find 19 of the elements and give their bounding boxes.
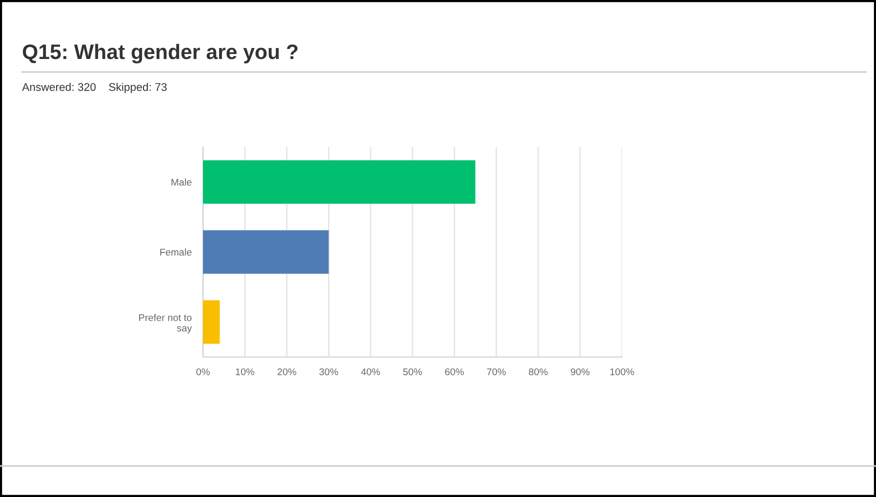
chart-title: Q15: What gender are you ? xyxy=(22,44,298,64)
y-tick-label: Female xyxy=(160,248,192,256)
x-tick-label: 90% xyxy=(570,368,590,376)
x-tick-label: 100% xyxy=(610,368,634,376)
x-tick-label: 30% xyxy=(319,368,338,376)
y-tick-label: Male xyxy=(172,178,192,186)
x-tick-label: 50% xyxy=(403,368,422,376)
bar xyxy=(203,160,476,204)
x-tick-label: 60% xyxy=(445,368,464,376)
x-tick-label: 20% xyxy=(278,368,296,376)
x-tick-label: 70% xyxy=(487,368,506,376)
bar xyxy=(203,230,329,274)
bar xyxy=(203,300,220,344)
y-tick-label: Prefer not to say xyxy=(139,314,192,334)
x-tick-label: 10% xyxy=(236,368,254,376)
x-tick-label: 0% xyxy=(196,368,210,376)
x-tick-label: 80% xyxy=(528,368,548,376)
text: Answered: 320 Skipped: 73 xyxy=(22,82,167,94)
x-tick-label: 40% xyxy=(361,368,380,376)
